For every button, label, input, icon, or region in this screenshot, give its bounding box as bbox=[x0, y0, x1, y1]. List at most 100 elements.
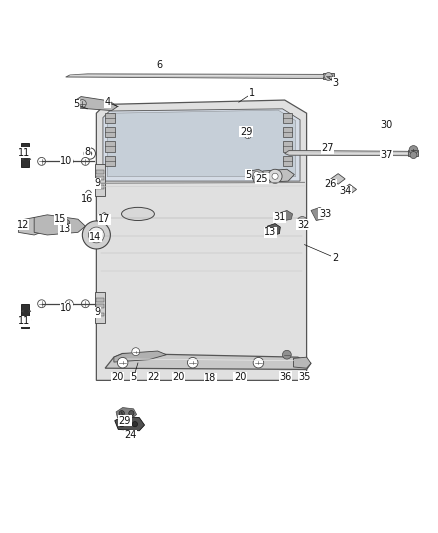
Ellipse shape bbox=[102, 213, 107, 221]
Polygon shape bbox=[96, 100, 307, 381]
Circle shape bbox=[300, 220, 304, 224]
Text: 1: 1 bbox=[249, 88, 255, 99]
Bar bbox=[96, 170, 104, 174]
Text: 18: 18 bbox=[204, 373, 216, 383]
Polygon shape bbox=[331, 174, 345, 184]
Polygon shape bbox=[74, 96, 117, 110]
Polygon shape bbox=[311, 207, 328, 221]
Text: 32: 32 bbox=[297, 220, 309, 230]
Bar bbox=[96, 313, 104, 317]
Bar bbox=[323, 74, 334, 79]
Text: 24: 24 bbox=[124, 430, 137, 440]
Text: 20: 20 bbox=[111, 373, 124, 382]
Text: 12: 12 bbox=[17, 220, 29, 230]
Text: 5: 5 bbox=[131, 373, 137, 382]
Circle shape bbox=[84, 148, 95, 159]
Text: 13: 13 bbox=[59, 224, 71, 235]
Polygon shape bbox=[18, 217, 46, 235]
Circle shape bbox=[88, 151, 92, 156]
Circle shape bbox=[23, 223, 28, 229]
Circle shape bbox=[297, 216, 307, 227]
Polygon shape bbox=[34, 215, 85, 235]
Bar bbox=[96, 176, 104, 180]
Ellipse shape bbox=[121, 207, 154, 221]
Text: 34: 34 bbox=[339, 186, 351, 196]
Circle shape bbox=[271, 227, 276, 232]
Bar bbox=[21, 304, 29, 328]
Bar bbox=[95, 164, 105, 196]
Bar bbox=[96, 185, 104, 189]
Text: 20: 20 bbox=[173, 373, 185, 382]
Bar bbox=[95, 292, 105, 324]
Text: 9: 9 bbox=[94, 308, 100, 318]
Text: 30: 30 bbox=[380, 120, 392, 131]
Circle shape bbox=[81, 300, 89, 308]
Text: 8: 8 bbox=[85, 147, 91, 157]
Polygon shape bbox=[103, 109, 300, 181]
Text: 11: 11 bbox=[18, 316, 30, 326]
Circle shape bbox=[88, 227, 104, 243]
Polygon shape bbox=[115, 416, 145, 431]
Text: 36: 36 bbox=[279, 372, 292, 382]
Bar bbox=[105, 127, 115, 138]
Bar bbox=[21, 143, 29, 167]
Text: 5: 5 bbox=[74, 100, 80, 109]
Polygon shape bbox=[105, 353, 311, 369]
Circle shape bbox=[38, 300, 46, 308]
Bar bbox=[96, 298, 104, 302]
Circle shape bbox=[117, 358, 128, 368]
Text: 10: 10 bbox=[60, 303, 73, 313]
Circle shape bbox=[81, 157, 89, 165]
Text: 20: 20 bbox=[234, 373, 246, 382]
Text: 5: 5 bbox=[246, 169, 252, 180]
Text: 2: 2 bbox=[332, 253, 338, 263]
Text: 31: 31 bbox=[273, 213, 286, 222]
Text: 29: 29 bbox=[240, 127, 252, 136]
Circle shape bbox=[254, 172, 260, 177]
Text: 26: 26 bbox=[325, 179, 337, 189]
Circle shape bbox=[244, 132, 251, 139]
Circle shape bbox=[132, 422, 138, 427]
Text: 16: 16 bbox=[81, 193, 93, 204]
Text: 15: 15 bbox=[54, 214, 67, 224]
Circle shape bbox=[119, 422, 124, 427]
Circle shape bbox=[37, 223, 42, 229]
Text: 9: 9 bbox=[94, 178, 100, 188]
Circle shape bbox=[65, 300, 73, 308]
Polygon shape bbox=[343, 184, 357, 195]
Circle shape bbox=[119, 410, 124, 416]
Polygon shape bbox=[263, 169, 294, 182]
Circle shape bbox=[78, 100, 86, 108]
Text: 25: 25 bbox=[256, 174, 268, 184]
Text: 6: 6 bbox=[157, 60, 163, 70]
Polygon shape bbox=[279, 211, 293, 221]
Circle shape bbox=[253, 358, 264, 368]
Polygon shape bbox=[293, 357, 311, 368]
Circle shape bbox=[283, 350, 291, 359]
Bar bbox=[105, 141, 115, 152]
Text: 27: 27 bbox=[321, 143, 334, 154]
Circle shape bbox=[64, 228, 70, 233]
Polygon shape bbox=[267, 223, 280, 236]
Text: 29: 29 bbox=[119, 416, 131, 426]
Polygon shape bbox=[66, 74, 333, 78]
Circle shape bbox=[132, 348, 140, 356]
Bar bbox=[283, 127, 292, 138]
Text: 11: 11 bbox=[18, 148, 30, 158]
Circle shape bbox=[187, 358, 198, 368]
Text: 22: 22 bbox=[147, 373, 159, 382]
Bar bbox=[96, 304, 104, 308]
Circle shape bbox=[272, 173, 278, 179]
Circle shape bbox=[64, 220, 70, 226]
Text: 10: 10 bbox=[60, 156, 73, 166]
Circle shape bbox=[94, 233, 99, 237]
Text: 37: 37 bbox=[380, 150, 392, 160]
Circle shape bbox=[325, 72, 332, 80]
Text: 35: 35 bbox=[298, 372, 311, 382]
Bar bbox=[283, 156, 292, 166]
Circle shape bbox=[82, 221, 110, 249]
Bar bbox=[283, 113, 292, 123]
Text: 14: 14 bbox=[89, 232, 102, 242]
Text: 3: 3 bbox=[332, 77, 338, 87]
Text: 17: 17 bbox=[98, 214, 110, 224]
